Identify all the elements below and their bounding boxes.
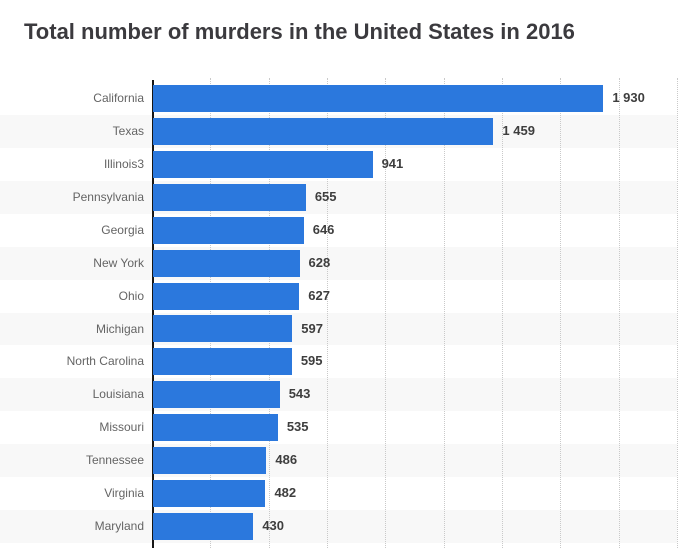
- gridline: [618, 78, 620, 548]
- category-label: Ohio: [118, 288, 144, 303]
- bar[interactable]: [153, 480, 266, 508]
- gridline: [385, 78, 387, 548]
- value-label: 655: [314, 188, 337, 204]
- category-label: Georgia: [101, 222, 144, 237]
- bar[interactable]: [153, 447, 267, 475]
- value-label: 597: [301, 320, 323, 336]
- bar[interactable]: [153, 282, 300, 310]
- bar[interactable]: [153, 117, 494, 145]
- value-label: 543: [288, 386, 311, 402]
- gridline: [327, 78, 328, 548]
- value-label: 941: [381, 155, 404, 171]
- value-label: 627: [308, 287, 330, 303]
- gridline: [443, 78, 445, 548]
- category-label: Maryland: [94, 519, 144, 534]
- category-label: Michigan: [95, 321, 144, 336]
- row-band: [0, 180, 677, 214]
- value-label: 1 930: [612, 90, 645, 105]
- bar[interactable]: [153, 84, 604, 112]
- bar[interactable]: [153, 183, 306, 211]
- category-label: New York: [93, 255, 144, 270]
- value-label: 595: [300, 353, 323, 369]
- value-label: 430: [262, 518, 285, 534]
- value-label: 482: [274, 485, 297, 501]
- category-label: California: [93, 91, 144, 105]
- gridline: [210, 78, 212, 548]
- value-label: 535: [286, 419, 309, 435]
- category-label: North Carolina: [66, 354, 144, 369]
- gridline: [560, 78, 562, 548]
- category-label: Virginia: [104, 486, 144, 501]
- gridline: [502, 78, 503, 548]
- category-label: Texas: [112, 123, 144, 138]
- bar[interactable]: [153, 315, 293, 343]
- bar[interactable]: [153, 150, 373, 178]
- value-label: 646: [312, 221, 335, 237]
- value-label: 628: [308, 254, 331, 270]
- category-label: Missouri: [99, 420, 144, 435]
- bar[interactable]: [153, 249, 300, 277]
- bar[interactable]: [153, 381, 280, 409]
- bar[interactable]: [153, 513, 254, 541]
- bar[interactable]: [153, 348, 292, 376]
- value-label: 486: [275, 452, 298, 468]
- category-label: Tennessee: [85, 453, 144, 468]
- category-label: Louisiana: [92, 387, 144, 402]
- bar[interactable]: [153, 414, 278, 442]
- gridline: [677, 78, 678, 548]
- category-label: Pennsylvania: [72, 189, 144, 204]
- gridline: [268, 78, 270, 548]
- bar[interactable]: [153, 216, 304, 244]
- row-band: [0, 378, 677, 412]
- row-band: [0, 312, 677, 346]
- y-axis-line: [152, 80, 154, 548]
- value-label: 1 459: [502, 122, 535, 138]
- row-band: [0, 444, 677, 478]
- row-band: [0, 510, 677, 543]
- chart-title: Total number of murders in the United St…: [24, 19, 575, 44]
- row-band: [0, 246, 677, 280]
- category-label: Illinois3: [103, 156, 144, 171]
